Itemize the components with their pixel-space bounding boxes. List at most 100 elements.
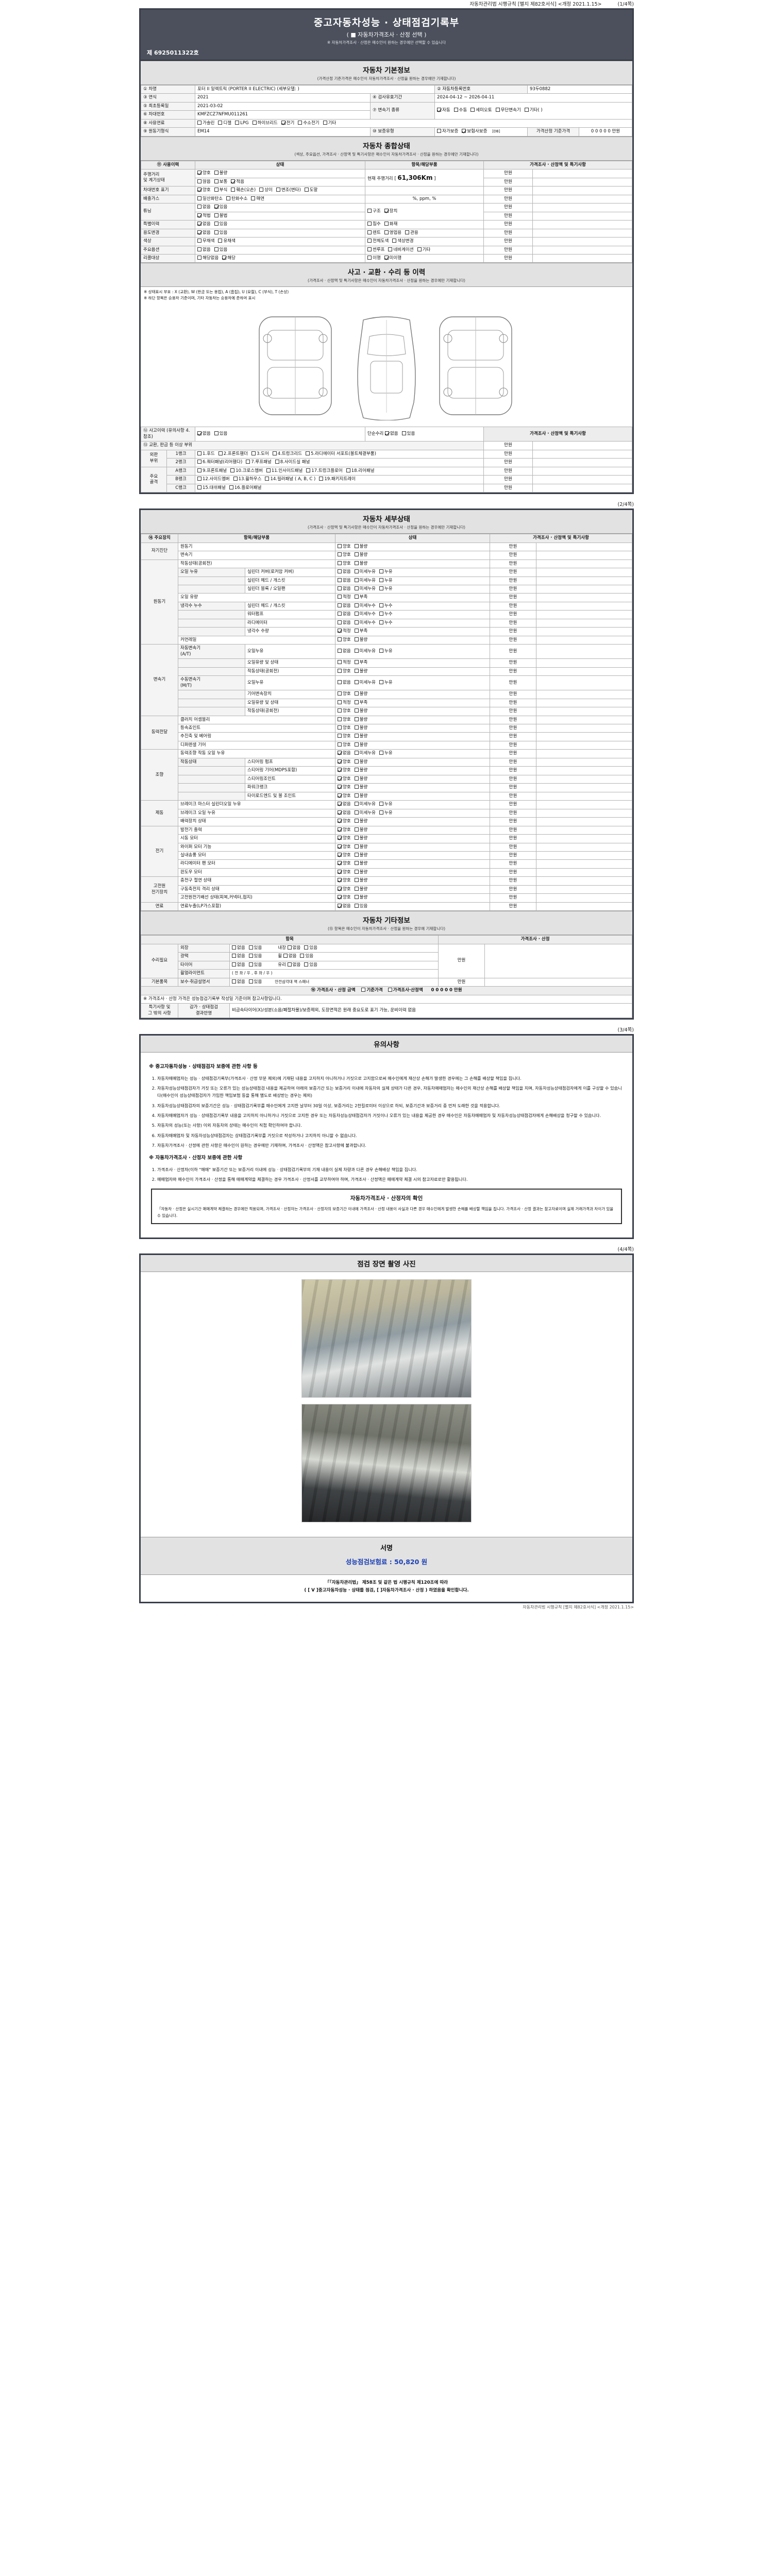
checkbox-icon[interactable] (281, 120, 285, 125)
checkbox-option[interactable]: 양호 (338, 637, 351, 643)
checkbox-icon[interactable] (338, 810, 342, 815)
detail-state[interactable]: 없음 미세누유 누유 (335, 800, 490, 809)
detail-price-value[interactable] (536, 635, 632, 645)
checkbox-icon[interactable] (231, 188, 236, 192)
checkbox-icon[interactable] (354, 759, 359, 764)
checkbox-option[interactable]: 불량 (354, 734, 367, 739)
checkbox-icon[interactable] (197, 171, 201, 175)
checkbox-option[interactable]: 불량 (354, 725, 367, 731)
checkbox-icon[interactable] (338, 819, 342, 823)
detail-state[interactable]: 없음 미세누유 누유 (335, 675, 490, 691)
other-sub-options[interactable]: 없음 있음 안전삼각대 잭 스패너 (229, 977, 439, 987)
part-option[interactable]: 18.리어패널 (346, 468, 375, 474)
checkbox-icon[interactable] (197, 460, 201, 464)
checkbox-option[interactable]: 없음 (287, 945, 300, 951)
checkbox-icon[interactable] (197, 179, 201, 183)
checkbox-option[interactable]: 적정 (338, 595, 351, 600)
checkbox-option[interactable]: 불량 (354, 836, 367, 841)
accident-price-value[interactable] (532, 466, 632, 476)
other-price-value[interactable] (484, 977, 632, 987)
detail-price-value[interactable] (536, 885, 632, 894)
checkbox-icon[interactable] (214, 179, 219, 183)
checkbox-icon[interactable] (379, 620, 383, 624)
checkbox-icon[interactable] (259, 188, 264, 192)
checkbox-option[interactable]: 없음 (197, 247, 211, 253)
detail-state[interactable]: 양호 불량 (335, 868, 490, 877)
part-option[interactable]: 5.라디에이터 서포트(볼트체결부품) (305, 451, 376, 457)
checkbox-icon[interactable] (338, 552, 342, 557)
checkbox-option[interactable]: 누유 (379, 810, 393, 816)
checkbox-option[interactable]: 없음 (338, 578, 351, 584)
checkbox-icon[interactable] (197, 222, 201, 226)
checkbox-icon[interactable] (384, 255, 389, 260)
checkbox-icon[interactable] (246, 460, 250, 464)
checkbox-icon[interactable] (354, 751, 359, 755)
history-options[interactable]: 없음 있음 (195, 427, 365, 442)
overall-row-item[interactable]: 침수 화재 (365, 220, 484, 229)
checkbox-icon[interactable] (338, 844, 342, 849)
detail-state[interactable]: 양호 불량 (335, 791, 490, 801)
detail-state[interactable]: 없음 있음 (335, 902, 490, 911)
checkbox-icon[interactable] (354, 793, 359, 798)
checkbox-option[interactable]: 불량 (354, 785, 367, 790)
detail-price-value[interactable] (536, 749, 632, 758)
checkbox-icon[interactable] (338, 886, 342, 891)
detail-price-value[interactable] (536, 559, 632, 569)
checkbox-option[interactable]: 세미오토 (470, 108, 492, 113)
simple-repair-cell[interactable]: 단순수리 없음 있음 (365, 427, 484, 442)
checkbox-icon[interactable] (197, 468, 201, 472)
checkbox-option[interactable]: 불량 (354, 895, 367, 901)
checkbox-icon[interactable] (197, 451, 201, 455)
detail-price-value[interactable] (536, 740, 632, 750)
checkbox-option[interactable]: 양호 (338, 793, 351, 799)
checkbox-icon[interactable] (252, 120, 257, 125)
checkbox-option[interactable]: 구조 (367, 209, 381, 214)
detail-state[interactable]: 양호 불량 (335, 740, 490, 750)
checkbox-option[interactable]: 기타 (323, 120, 336, 126)
checkbox-option[interactable]: 불량 (354, 844, 367, 850)
checkbox-option[interactable]: 불량 (354, 637, 367, 643)
detail-price-value[interactable] (536, 800, 632, 809)
checkbox-icon[interactable] (354, 660, 359, 665)
checkbox-icon[interactable] (388, 247, 393, 251)
checkbox-icon[interactable] (388, 988, 392, 992)
detail-price-value[interactable] (536, 707, 632, 716)
detail-price-value[interactable] (536, 902, 632, 911)
checkbox-icon[interactable] (304, 962, 309, 967)
checkbox-icon[interactable] (338, 708, 342, 713)
overall-price-value[interactable] (532, 211, 632, 221)
checkbox-icon[interactable] (338, 836, 342, 840)
checkbox-icon[interactable] (354, 552, 359, 557)
checkbox-icon[interactable] (354, 586, 359, 590)
checkbox-option[interactable]: 기타 (417, 247, 430, 253)
checkbox-icon[interactable] (197, 239, 201, 243)
checkbox-option[interactable]: 없음 (338, 680, 351, 686)
checkbox-icon[interactable] (354, 544, 359, 548)
detail-state[interactable]: 양호 불량 (335, 732, 490, 741)
checkbox-option[interactable]: 있음 (248, 954, 262, 959)
detail-state[interactable]: 양호 불량 (335, 667, 490, 676)
checkbox-option[interactable]: 양호 (338, 869, 351, 875)
checkbox-option[interactable]: 있음 (248, 962, 262, 968)
checkbox-icon[interactable] (338, 668, 342, 673)
checkbox-option[interactable]: 불량 (354, 768, 367, 773)
overall-row-state[interactable]: 적법 불법 (195, 211, 365, 221)
accident-price-value[interactable] (532, 458, 632, 467)
checkbox-option[interactable]: 양호 (338, 561, 351, 567)
checkbox-option[interactable]: 적음 (231, 179, 244, 185)
checkbox-option[interactable]: 없음 (287, 962, 300, 968)
overall-price-value[interactable] (532, 220, 632, 229)
checkbox-icon[interactable] (232, 954, 236, 958)
checkbox-icon[interactable] (379, 680, 383, 684)
checkbox-option[interactable]: 해당없음 (197, 255, 219, 261)
detail-state[interactable]: 양호 불량 (335, 766, 490, 775)
overall-price-value[interactable] (532, 237, 632, 246)
checkbox-icon[interactable] (214, 205, 219, 209)
overall-row-item[interactable]: 전체도색 색상변경 (365, 237, 484, 246)
checkbox-icon[interactable] (214, 213, 219, 217)
checkbox-option[interactable]: 없음 (197, 222, 211, 227)
checkbox-option[interactable]: 부족 (354, 629, 367, 634)
checkbox-icon[interactable] (275, 460, 279, 464)
checkbox-icon[interactable] (226, 196, 231, 200)
checkbox-icon[interactable] (197, 213, 201, 217)
